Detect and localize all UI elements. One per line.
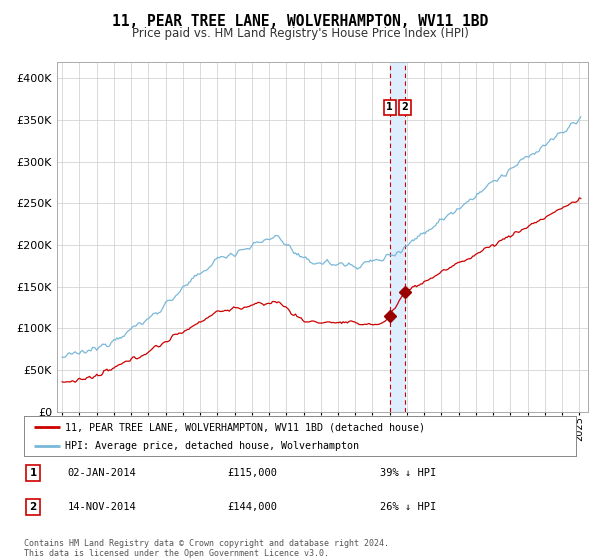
Text: 2: 2 xyxy=(29,502,37,512)
Text: 02-JAN-2014: 02-JAN-2014 xyxy=(68,468,136,478)
Bar xyxy=(390,62,405,412)
Text: 1: 1 xyxy=(386,102,393,113)
Text: 11, PEAR TREE LANE, WOLVERHAMPTON, WV11 1BD (detached house): 11, PEAR TREE LANE, WOLVERHAMPTON, WV11 … xyxy=(65,422,425,432)
Text: Contains HM Land Registry data © Crown copyright and database right 2024.
This d: Contains HM Land Registry data © Crown c… xyxy=(24,539,389,558)
Text: 2: 2 xyxy=(401,102,408,113)
Text: 39% ↓ HPI: 39% ↓ HPI xyxy=(380,468,436,478)
Text: £144,000: £144,000 xyxy=(227,502,277,512)
Text: £115,000: £115,000 xyxy=(227,468,277,478)
Text: 11, PEAR TREE LANE, WOLVERHAMPTON, WV11 1BD: 11, PEAR TREE LANE, WOLVERHAMPTON, WV11 … xyxy=(112,14,488,29)
Text: 26% ↓ HPI: 26% ↓ HPI xyxy=(380,502,436,512)
Text: 14-NOV-2014: 14-NOV-2014 xyxy=(68,502,136,512)
Text: HPI: Average price, detached house, Wolverhampton: HPI: Average price, detached house, Wolv… xyxy=(65,441,359,451)
Text: Price paid vs. HM Land Registry's House Price Index (HPI): Price paid vs. HM Land Registry's House … xyxy=(131,27,469,40)
Text: 1: 1 xyxy=(29,468,37,478)
